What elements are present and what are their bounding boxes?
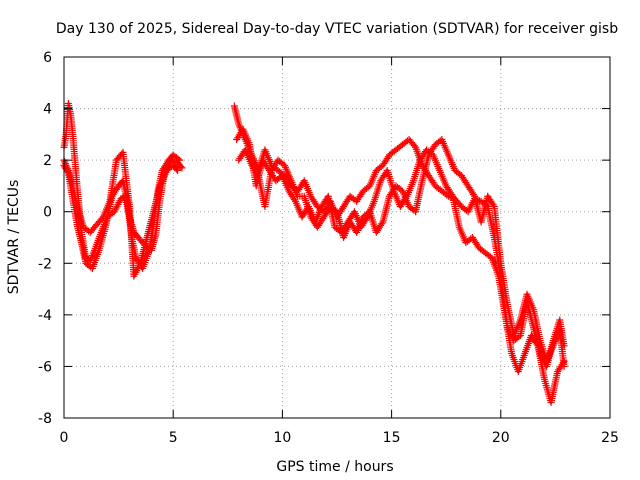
y-tick-label: -8 — [38, 411, 52, 427]
axis-ticks: 0 5 10 15 20 25 -8 -6 -4 -2 0 2 4 6 — [38, 50, 619, 446]
data-point — [61, 160, 69, 168]
data-point — [88, 252, 96, 260]
data-point — [176, 156, 184, 164]
data-point — [172, 165, 180, 173]
data-point — [253, 170, 261, 178]
data-point — [560, 362, 568, 370]
chart-title: Day 130 of 2025, Sidereal Day-to-day VTE… — [56, 21, 618, 37]
y-tick-label: -6 — [38, 359, 52, 375]
data-point — [174, 155, 182, 163]
x-tick-label: 15 — [383, 430, 401, 446]
data-point — [448, 191, 456, 199]
y-tick-label: 6 — [43, 50, 52, 66]
data-point — [489, 201, 497, 209]
y-tick-label: 4 — [43, 102, 52, 118]
data-point — [290, 196, 298, 204]
plot-frame — [63, 56, 611, 419]
series-track-5 — [233, 125, 568, 407]
x-tick-label: 10 — [273, 430, 291, 446]
y-axis-label: SDTVAR / TECUs — [6, 180, 22, 295]
x-tick-label: 5 — [169, 430, 178, 446]
data-point — [61, 158, 69, 166]
data-points — [60, 99, 568, 407]
data-point — [177, 163, 185, 171]
x-tick-label: 25 — [601, 430, 619, 446]
data-point — [178, 164, 186, 172]
data-point — [533, 340, 541, 348]
series-track-3 — [60, 148, 182, 280]
data-point — [88, 253, 96, 261]
x-tick-label: 0 — [60, 430, 69, 446]
x-tick-label: 20 — [492, 430, 510, 446]
data-point — [470, 191, 477, 199]
series-track-6 — [235, 136, 568, 370]
y-tick-label: 0 — [43, 205, 52, 221]
y-tick-label: 2 — [43, 153, 52, 169]
x-axis-label: GPS time / hours — [276, 459, 393, 475]
data-point — [174, 166, 182, 174]
data-point — [410, 142, 418, 150]
data-point — [63, 163, 71, 171]
data-point — [378, 220, 386, 228]
y-tick-label: -4 — [38, 308, 52, 324]
y-tick-label: -2 — [38, 256, 52, 272]
data-point — [64, 165, 72, 173]
